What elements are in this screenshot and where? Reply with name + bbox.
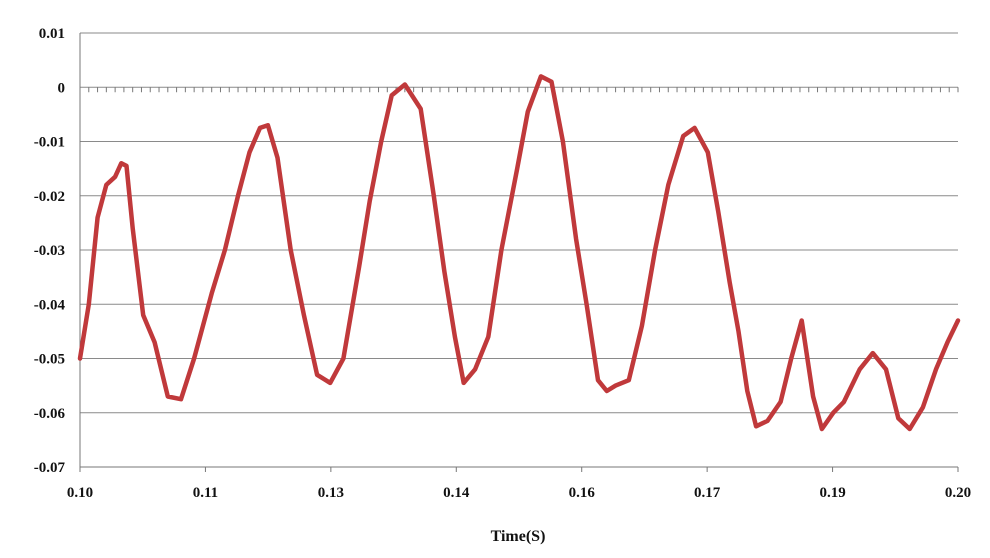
gridlines bbox=[80, 32, 958, 468]
y-tick-label: -0.01 bbox=[34, 135, 65, 151]
y-tick-label: -0.05 bbox=[34, 352, 65, 368]
y-tick-label: 0 bbox=[58, 80, 66, 96]
y-tick-label: 0.01 bbox=[39, 26, 65, 42]
x-tick-label: 0.16 bbox=[569, 485, 596, 501]
x-tick-label: 0.10 bbox=[67, 485, 93, 501]
x-tick-label: 0.20 bbox=[945, 485, 971, 501]
x-axis-tick-labels: 0.10 0.11 0.13 0.14 0.16 0.17 0.19 0.20 bbox=[67, 467, 971, 501]
x-tick-label: 0.11 bbox=[193, 485, 218, 501]
y-tick-label: -0.03 bbox=[34, 243, 65, 259]
zero-line-minor-ticks bbox=[79, 87, 959, 93]
y-axis-tick-labels: 0.01 0 -0.01 -0.02 -0.03 -0.04 -0.05 -0.06 -0.07 bbox=[34, 26, 66, 476]
y-tick-label: -0.07 bbox=[34, 460, 66, 476]
x-tick-label: 0.14 bbox=[443, 485, 470, 501]
series-group bbox=[77, 74, 961, 432]
x-tick-label: 0.13 bbox=[318, 485, 344, 501]
y-tick-label: -0.02 bbox=[34, 189, 65, 205]
x-tick-label: 0.19 bbox=[819, 485, 845, 501]
x-tick-label: 0.17 bbox=[694, 485, 721, 501]
y-tick-label: -0.06 bbox=[34, 406, 66, 422]
series-line bbox=[77, 74, 961, 432]
axes bbox=[79, 33, 958, 468]
y-tick-label: -0.04 bbox=[34, 297, 66, 313]
x-axis-title: Time(S) bbox=[491, 528, 546, 545]
